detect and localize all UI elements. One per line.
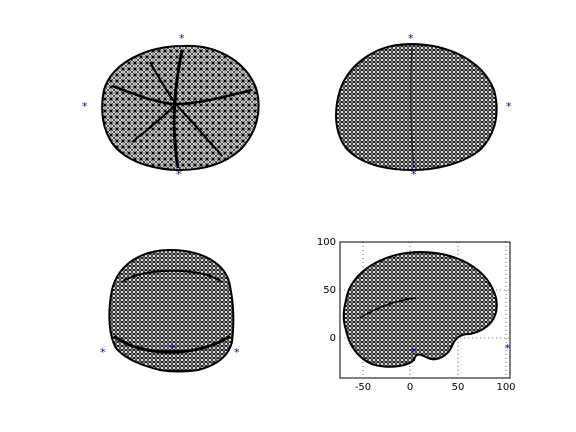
sylvian-fissure-side: [359, 297, 417, 319]
marker-side-2: *: [505, 342, 511, 355]
panel-bottom-view: * * *: [335, 32, 512, 181]
temporal-lobes-front: [113, 334, 231, 354]
marker-front-3: *: [234, 346, 240, 359]
brain-mesh-bottom: [335, 42, 498, 172]
y-tick-label: 0: [330, 333, 336, 344]
side-y-tick-labels: 100 50 0: [317, 237, 336, 344]
x-tick-label: 0: [407, 382, 413, 393]
panel-top-view: * * *: [82, 32, 260, 181]
y-tick-label: 50: [323, 285, 336, 296]
brain-mesh-front: [108, 248, 235, 373]
y-tick-label: 100: [317, 237, 336, 248]
marker-top-3: *: [176, 168, 182, 181]
marker-bottom-2: *: [506, 100, 512, 113]
marker-front-2: *: [170, 342, 176, 355]
marker-top-2: *: [82, 100, 88, 113]
marker-side-1: *: [411, 346, 417, 359]
midline-bottom: [409, 47, 415, 169]
x-tick-label: -50: [355, 382, 371, 393]
x-tick-label: 50: [452, 382, 465, 393]
frontal-edge-front: [121, 269, 223, 283]
sulcus-top-3: [131, 103, 177, 143]
marker-top-1: *: [179, 32, 185, 45]
x-tick-label: 100: [496, 382, 515, 393]
marker-bottom-1: *: [408, 32, 414, 45]
marker-front-1: *: [100, 346, 106, 359]
panel-side-view: -50 0 50 100 100 50 0 * *: [317, 237, 516, 393]
marker-bottom-3: *: [411, 168, 417, 181]
brain-mesh-side: [342, 250, 498, 368]
panel-front-view: * * *: [100, 248, 240, 373]
side-x-tick-labels: -50 0 50 100: [355, 382, 516, 393]
